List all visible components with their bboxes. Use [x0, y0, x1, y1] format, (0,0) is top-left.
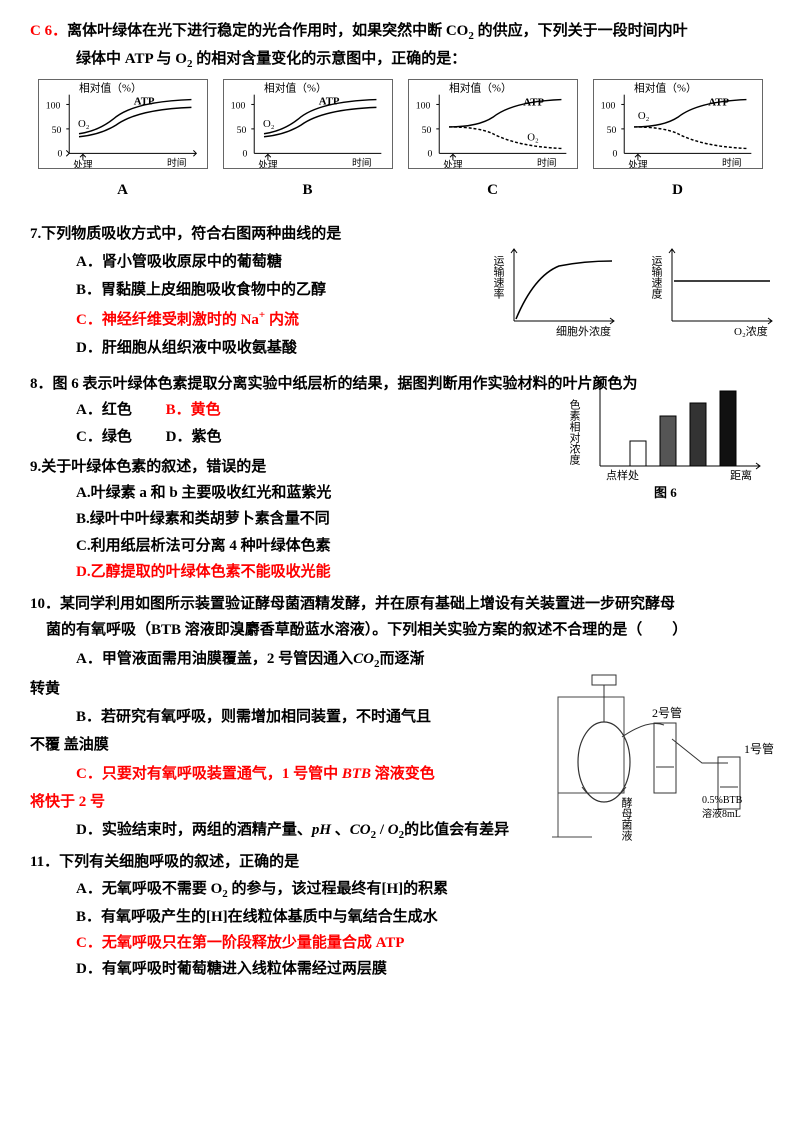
svg-text:50: 50	[51, 124, 61, 135]
q10-stem2: 菌的有氧呼吸（BTB 溶液即溴麝香草酚蓝水溶液）。下列相关实验方案的叙述不合理的…	[46, 617, 770, 643]
svg-text:处理: 处理	[628, 159, 648, 168]
svg-text:距离: 距离	[730, 468, 752, 482]
svg-text:时间: 时间	[722, 156, 742, 168]
svg-text:点样处: 点样处	[606, 468, 639, 482]
q11-b: B．有氧呼吸产生的[H]在线粒体基质中与氧结合生成水	[76, 904, 770, 930]
svg-text:溶液8mL: 溶液8mL	[702, 807, 741, 820]
svg-text:处理: 处理	[443, 159, 463, 168]
svg-text:时间: 时间	[167, 156, 187, 168]
q11-c: C．无氧呼吸只在第一阶段释放少量能量合成 ATP	[76, 930, 770, 956]
q9-c: C.利用纸层析法可分离 4 种叶绿体色素	[76, 533, 770, 559]
svg-text:酵母菌液: 酵母菌液	[620, 797, 633, 842]
svg-text:运输速率: 运输速率	[494, 254, 505, 299]
svg-text:处理: 处理	[258, 159, 278, 168]
chart-b: 相对值（%） 100 50 0 O₂ ATP 处理 时间 B	[215, 79, 400, 203]
q11: 11．下列有关细胞呼吸的叙述，正确的是 A．无氧呼吸不需要 O2 的参与，该过程…	[30, 849, 770, 982]
svg-text:相对值（%）: 相对值（%）	[634, 81, 697, 94]
svg-text:ATP: ATP	[523, 96, 544, 108]
svg-text:O₂: O₂	[527, 131, 539, 143]
svg-text:1号管: 1号管	[744, 741, 774, 756]
svg-text:100: 100	[45, 100, 60, 111]
q10-figure: 2号管 1号管 酵母菌液 0.5%BTB 溶液8mL	[552, 667, 780, 857]
svg-text:0: 0	[427, 148, 432, 159]
svg-text:50: 50	[421, 124, 431, 135]
svg-text:ATP: ATP	[318, 95, 339, 107]
q6-stem: C 6．离体叶绿体在光下进行稳定的光合作用时，如果突然中断 CO2 的供应，下列…	[30, 18, 770, 75]
svg-text:图 6: 图 6	[654, 485, 677, 500]
svg-text:O₂: O₂	[263, 117, 275, 129]
q9-d: D.乙醇提取的叶绿体色素不能吸收光能	[76, 559, 770, 585]
q7-graph-1: 运输速率 细胞外浓度	[494, 241, 622, 341]
svg-text:O₂: O₂	[637, 110, 649, 122]
chart-d: 相对值（%） 100 50 0 O₂ ATP 处理 时间 D	[585, 79, 770, 203]
q8-b: B．黄色	[166, 402, 221, 418]
svg-text:2号管: 2号管	[652, 705, 682, 720]
svg-text:处理: 处理	[73, 159, 93, 168]
chart-c: 相对值（%） 100 50 0 O₂ ATP 处理 时间 C	[400, 79, 585, 203]
svg-text:100: 100	[415, 100, 430, 111]
q8-figure: 色素相对浓度 点样处 距离 图 6	[570, 371, 770, 510]
svg-text:0: 0	[612, 148, 617, 159]
svg-text:O₂: O₂	[78, 117, 90, 129]
chart-a: 相对值（%） 100 50 0 O₂ ATP 处理 时间 A	[30, 79, 215, 203]
svg-text:0: 0	[57, 148, 62, 159]
svg-text:0: 0	[242, 148, 247, 159]
svg-text:100: 100	[600, 100, 615, 111]
svg-text:ATP: ATP	[708, 96, 729, 108]
q7: 7.下列物质吸收方式中，符合右图两种曲线的是 A．肾小管吸收原尿中的葡萄糖 B．…	[30, 221, 770, 361]
svg-text:运输速度: 运输速度	[652, 254, 663, 299]
svg-text:时间: 时间	[352, 156, 372, 168]
q7-graph-2: 运输速度 O₂浓度	[652, 241, 780, 341]
svg-text:时间: 时间	[537, 156, 557, 168]
svg-text:相对值（%）: 相对值（%）	[79, 81, 142, 94]
svg-text:相对值（%）: 相对值（%）	[264, 81, 327, 94]
q6-charts-row: 相对值（%） 100 50 0 O₂ ATP 处理 时间 A 相对值（%） 10…	[30, 79, 770, 203]
svg-text:相对值（%）: 相对值（%）	[449, 81, 512, 94]
svg-text:色素相对浓度: 色素相对浓度	[570, 398, 581, 466]
q8-c: C．绿色	[76, 429, 132, 445]
q11-a: A．无氧呼吸不需要 O2 的参与，该过程最终有[H]的积累	[76, 876, 770, 904]
svg-text:ATP: ATP	[133, 95, 154, 107]
svg-text:0.5%BTB: 0.5%BTB	[702, 795, 743, 806]
svg-text:50: 50	[236, 124, 246, 135]
q8-a: A．红色	[76, 402, 132, 418]
q8-d: D．紫色	[166, 429, 222, 445]
q11-d: D．有氧呼吸时葡萄糖进入线粒体需经过两层膜	[76, 956, 770, 982]
svg-text:50: 50	[606, 124, 616, 135]
svg-text:O₂浓度: O₂浓度	[734, 324, 768, 338]
svg-text:细胞外浓度: 细胞外浓度	[556, 324, 611, 338]
svg-text:100: 100	[230, 100, 245, 111]
q8: 8．图 6 表示叶绿体色素提取分离实验中纸层析的结果，据图判断用作实验材料的叶片…	[30, 371, 770, 450]
q10: 10．某同学利用如图所示装置验证酵母菌酒精发酵，并在原有基础上增设有关装置进一步…	[30, 591, 770, 845]
q10-stem1: 10．某同学利用如图所示装置验证酵母菌酒精发酵，并在原有基础上增设有关装置进一步…	[30, 591, 770, 617]
q6-prefix: C 6．	[30, 23, 67, 39]
q7-graphs: 运输速率 细胞外浓度 运输速度 O₂浓度	[494, 241, 780, 341]
